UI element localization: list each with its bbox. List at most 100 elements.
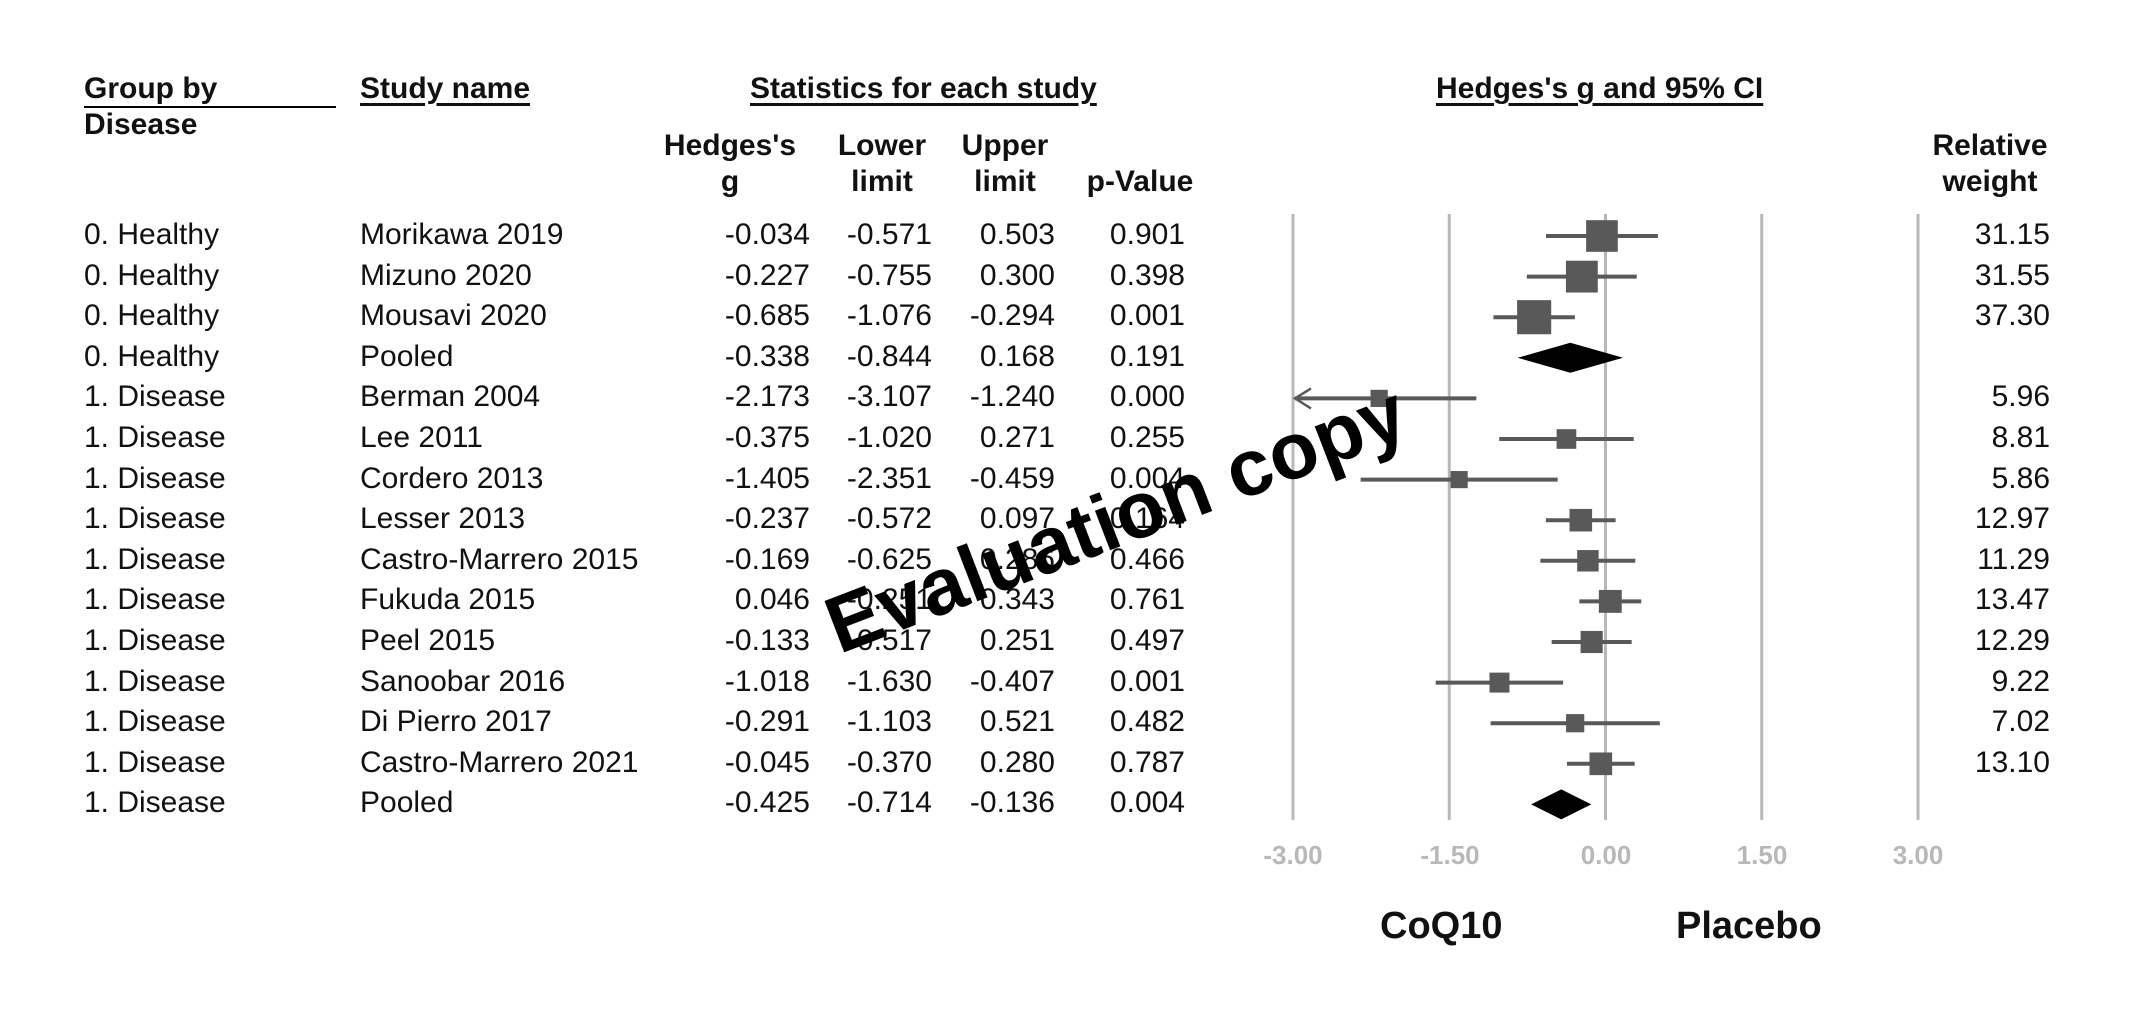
cell-p: 0.398 <box>1109 258 1185 292</box>
cell-g: -0.291 <box>724 705 810 739</box>
header-ci: Hedges's g and 95% CI <box>1436 72 1764 105</box>
cell-lower: -1.076 <box>846 299 932 333</box>
cell-p: 0.761 <box>1109 583 1185 617</box>
pooled-diamond <box>1531 789 1592 820</box>
cell-p: 0.466 <box>1109 542 1185 576</box>
cell-group: 0. Healthy <box>84 258 220 292</box>
effect-marker <box>1598 589 1622 613</box>
cell-lower: -0.625 <box>846 542 932 576</box>
x-tick-label: 1.50 <box>1736 840 1788 870</box>
cell-g: -0.169 <box>724 542 810 576</box>
cell-lower: -0.517 <box>846 624 932 657</box>
cell-p: 0.482 <box>1109 705 1185 739</box>
effect-marker <box>1517 300 1552 335</box>
axis-caption-coq10: CoQ10 <box>1380 905 1503 947</box>
cell-group: 1. Disease <box>84 421 226 454</box>
col-header-weight: Relative weight <box>1932 129 2048 198</box>
cell-upper: 0.521 <box>979 705 1055 739</box>
ci-arrow <box>1292 387 1312 410</box>
cell-upper: -0.136 <box>969 786 1055 820</box>
cell-upper: -0.407 <box>969 664 1055 698</box>
effect-marker <box>1589 752 1613 776</box>
cell-group: 1. Disease <box>84 705 226 739</box>
effect-marker <box>1370 389 1388 408</box>
cell-lower: -1.020 <box>846 421 932 454</box>
cell-weight: 31.55 <box>1974 258 2050 292</box>
cell-group: 1. Disease <box>84 583 226 617</box>
cell-upper: -1.240 <box>969 380 1055 414</box>
cell-group: 1. Disease <box>84 542 226 576</box>
effect-marker <box>1577 550 1599 572</box>
cell-g: -1.405 <box>724 461 810 495</box>
cell-weight: 11.29 <box>1977 542 2050 576</box>
cell-study: Pooled <box>360 786 454 820</box>
cell-lower: -2.351 <box>846 461 932 495</box>
cell-p: 0.001 <box>1109 299 1185 333</box>
effect-marker <box>1565 260 1598 293</box>
cell-weight: 12.29 <box>1974 624 2050 657</box>
header-group-by: Group by <box>84 72 218 105</box>
cell-lower: -1.103 <box>846 705 932 739</box>
cell-study: Pooled <box>360 339 454 373</box>
cell-study: Castro-Marrero 2015 <box>360 542 639 576</box>
cell-study: Berman 2004 <box>360 380 541 414</box>
cell-p: 0.004 <box>1109 461 1185 495</box>
col-header-upper: Upper limit <box>961 129 1049 198</box>
header-statistics: Statistics for each study <box>750 72 1097 105</box>
cell-g: -0.685 <box>724 299 810 333</box>
cell-g: -0.227 <box>724 258 810 292</box>
cell-p: 0.004 <box>1109 786 1185 820</box>
cell-p: 0.787 <box>1109 745 1185 779</box>
cell-upper: 0.300 <box>979 258 1055 292</box>
cell-upper: 0.168 <box>979 339 1055 373</box>
col-header-lower: Lower limit <box>837 129 927 198</box>
header-group-by-sub: Disease <box>84 108 198 141</box>
pooled-diamond <box>1517 342 1623 373</box>
cell-upper: 0.251 <box>979 624 1055 657</box>
cell-group: 1. Disease <box>84 502 226 536</box>
cell-g: -0.045 <box>724 745 810 779</box>
cell-study: Morikawa 2019 <box>360 218 564 251</box>
cell-weight: 37.30 <box>1974 299 2050 333</box>
cell-study: Lesser 2013 <box>360 502 526 536</box>
header-group-divider <box>84 106 336 108</box>
col-header-p: p-Value <box>1086 165 1194 198</box>
cell-group: 1. Disease <box>84 664 226 698</box>
cell-g: -0.375 <box>724 421 810 454</box>
cell-lower: -0.251 <box>846 583 932 617</box>
cell-g: -2.173 <box>724 380 810 414</box>
header-study-name: Study name <box>360 72 531 105</box>
cell-g: 0.046 <box>734 583 810 617</box>
cell-group: 1. Disease <box>84 380 226 414</box>
cell-upper: 0.280 <box>979 745 1055 779</box>
effect-marker <box>1566 714 1585 733</box>
cell-study: Castro-Marrero 2021 <box>360 745 639 779</box>
cell-lower: -0.844 <box>846 339 932 373</box>
cell-p: 0.164 <box>1109 502 1185 536</box>
cell-weight: 7.02 <box>1991 705 2050 739</box>
cell-group: 1. Disease <box>84 624 226 657</box>
cell-g: -0.237 <box>724 502 810 536</box>
cell-g: -1.018 <box>724 664 810 698</box>
cell-upper: -0.459 <box>969 461 1055 495</box>
x-tick-label: -1.50 <box>1420 840 1480 870</box>
cell-lower: -0.714 <box>846 786 932 820</box>
cell-weight: 9.22 <box>1991 664 2050 698</box>
cell-lower: -0.370 <box>846 745 932 779</box>
cell-study: Cordero 2013 <box>360 461 544 495</box>
x-tick-label: 0.00 <box>1580 840 1632 870</box>
cell-lower: -0.571 <box>846 218 932 251</box>
cell-lower: -0.572 <box>846 502 932 536</box>
effect-marker <box>1450 471 1468 489</box>
x-tick-label: 3.00 <box>1892 840 1944 870</box>
cell-group: 0. Healthy <box>84 299 220 333</box>
cell-weight: 5.86 <box>1991 461 2050 495</box>
col-header-g: Hedges's g <box>663 129 797 198</box>
cell-p: 0.497 <box>1109 624 1185 657</box>
cell-g: -0.425 <box>724 786 810 820</box>
cell-upper: 0.343 <box>979 583 1055 617</box>
cell-upper: 0.097 <box>979 502 1055 536</box>
cell-g: -0.338 <box>724 339 810 373</box>
cell-p: 0.191 <box>1109 339 1185 373</box>
